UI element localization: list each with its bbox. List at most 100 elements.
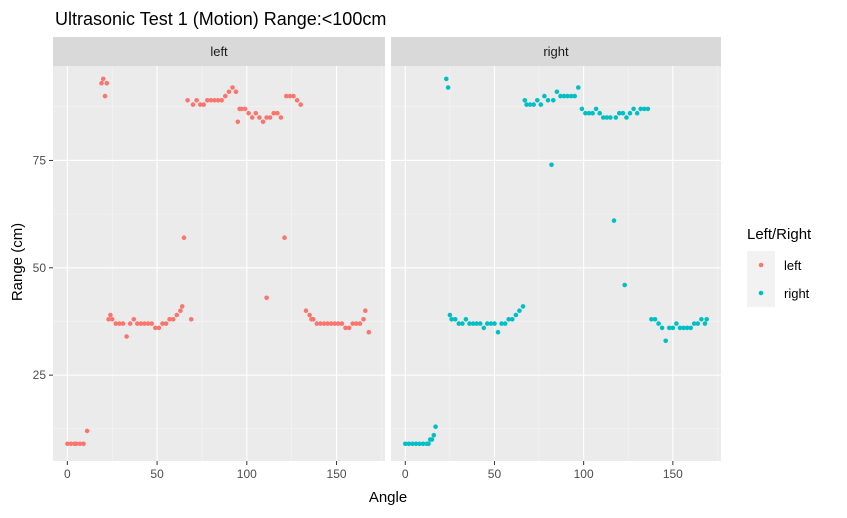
x-tick-label: 50 xyxy=(150,467,164,481)
data-point xyxy=(551,98,556,103)
data-point xyxy=(429,437,435,442)
legend-title: Left/Right xyxy=(747,226,812,243)
data-point xyxy=(142,321,147,326)
data-point xyxy=(242,106,248,112)
data-point xyxy=(681,325,686,331)
data-point xyxy=(645,106,651,112)
data-point xyxy=(522,98,528,103)
data-point xyxy=(565,93,570,99)
data-point xyxy=(433,424,438,430)
data-point xyxy=(138,321,144,326)
data-point xyxy=(354,321,359,326)
data-point xyxy=(613,115,619,120)
data-point xyxy=(149,321,154,326)
data-point xyxy=(586,110,592,116)
data-point xyxy=(278,115,284,120)
data-point xyxy=(456,321,462,326)
data-point xyxy=(74,441,79,447)
data-point xyxy=(81,441,86,447)
x-tick-label: 150 xyxy=(327,467,347,481)
data-point xyxy=(642,106,647,112)
data-point xyxy=(420,441,426,447)
x-tick-label: 150 xyxy=(663,467,683,481)
data-point xyxy=(284,93,289,99)
x-tick-label: 0 xyxy=(64,467,71,481)
data-point xyxy=(253,110,259,116)
data-point xyxy=(638,106,643,112)
data-point xyxy=(499,321,504,326)
data-point xyxy=(260,119,266,125)
data-point xyxy=(145,321,151,326)
data-point xyxy=(363,308,368,314)
data-point xyxy=(215,98,221,103)
data-point xyxy=(699,317,704,322)
data-point xyxy=(601,115,606,120)
facet-strip-label: left xyxy=(210,44,228,59)
data-point xyxy=(239,106,244,112)
data-point xyxy=(691,321,697,326)
data-point xyxy=(104,80,110,86)
data-point xyxy=(99,80,104,86)
data-point xyxy=(223,93,228,99)
data-point xyxy=(282,235,287,240)
data-point xyxy=(366,329,372,335)
data-point xyxy=(413,441,419,447)
data-point xyxy=(113,321,119,326)
data-point xyxy=(230,85,235,90)
data-point xyxy=(617,110,622,116)
data-point xyxy=(579,106,585,112)
data-point xyxy=(674,321,679,326)
data-point xyxy=(185,98,190,103)
data-point xyxy=(117,321,122,326)
x-tick-label: 0 xyxy=(402,467,409,481)
data-point xyxy=(452,317,458,322)
data-point xyxy=(684,325,690,331)
data-point xyxy=(77,441,83,447)
data-point xyxy=(620,110,626,116)
data-point xyxy=(652,317,658,322)
x-axis-title: Angle xyxy=(369,489,407,506)
data-point xyxy=(106,317,111,322)
data-point xyxy=(153,325,158,331)
data-point xyxy=(659,325,665,331)
data-point xyxy=(287,93,293,99)
data-point xyxy=(656,321,661,326)
panel-background xyxy=(53,66,385,461)
legend-marker xyxy=(758,262,764,268)
data-point xyxy=(328,321,334,326)
data-point xyxy=(403,441,408,447)
data-point xyxy=(576,85,581,90)
data-point xyxy=(467,321,472,326)
data-point xyxy=(325,321,330,326)
data-point xyxy=(135,321,140,326)
data-point xyxy=(542,93,547,99)
facet-panels: left 0 50 100 150 25 50 75 right 0 50 100 150 xyxy=(33,37,721,481)
data-point xyxy=(208,98,214,103)
data-point xyxy=(321,321,327,326)
data-point xyxy=(156,325,162,331)
data-point xyxy=(205,98,210,103)
data-point xyxy=(506,317,512,322)
y-tick-label: 25 xyxy=(33,368,47,382)
data-point xyxy=(314,321,320,326)
x-tick-label: 50 xyxy=(488,467,502,481)
data-point xyxy=(246,110,251,116)
data-point xyxy=(271,110,277,116)
facet-panel-right: right 0 50 100 150 xyxy=(391,37,721,481)
data-point xyxy=(160,321,165,326)
data-point xyxy=(426,441,431,447)
data-point xyxy=(332,321,338,326)
data-point xyxy=(233,89,239,95)
facet-strip-right xyxy=(391,37,721,66)
data-point xyxy=(538,102,544,107)
data-point xyxy=(558,93,563,99)
data-point xyxy=(485,321,490,326)
data-point xyxy=(318,321,323,326)
y-tick-label: 50 xyxy=(33,261,47,275)
data-point xyxy=(124,334,129,339)
x-tick-label: 100 xyxy=(237,467,257,481)
data-point xyxy=(670,325,676,331)
data-point xyxy=(410,441,415,447)
data-point xyxy=(357,321,363,326)
legend-marker xyxy=(758,290,764,296)
